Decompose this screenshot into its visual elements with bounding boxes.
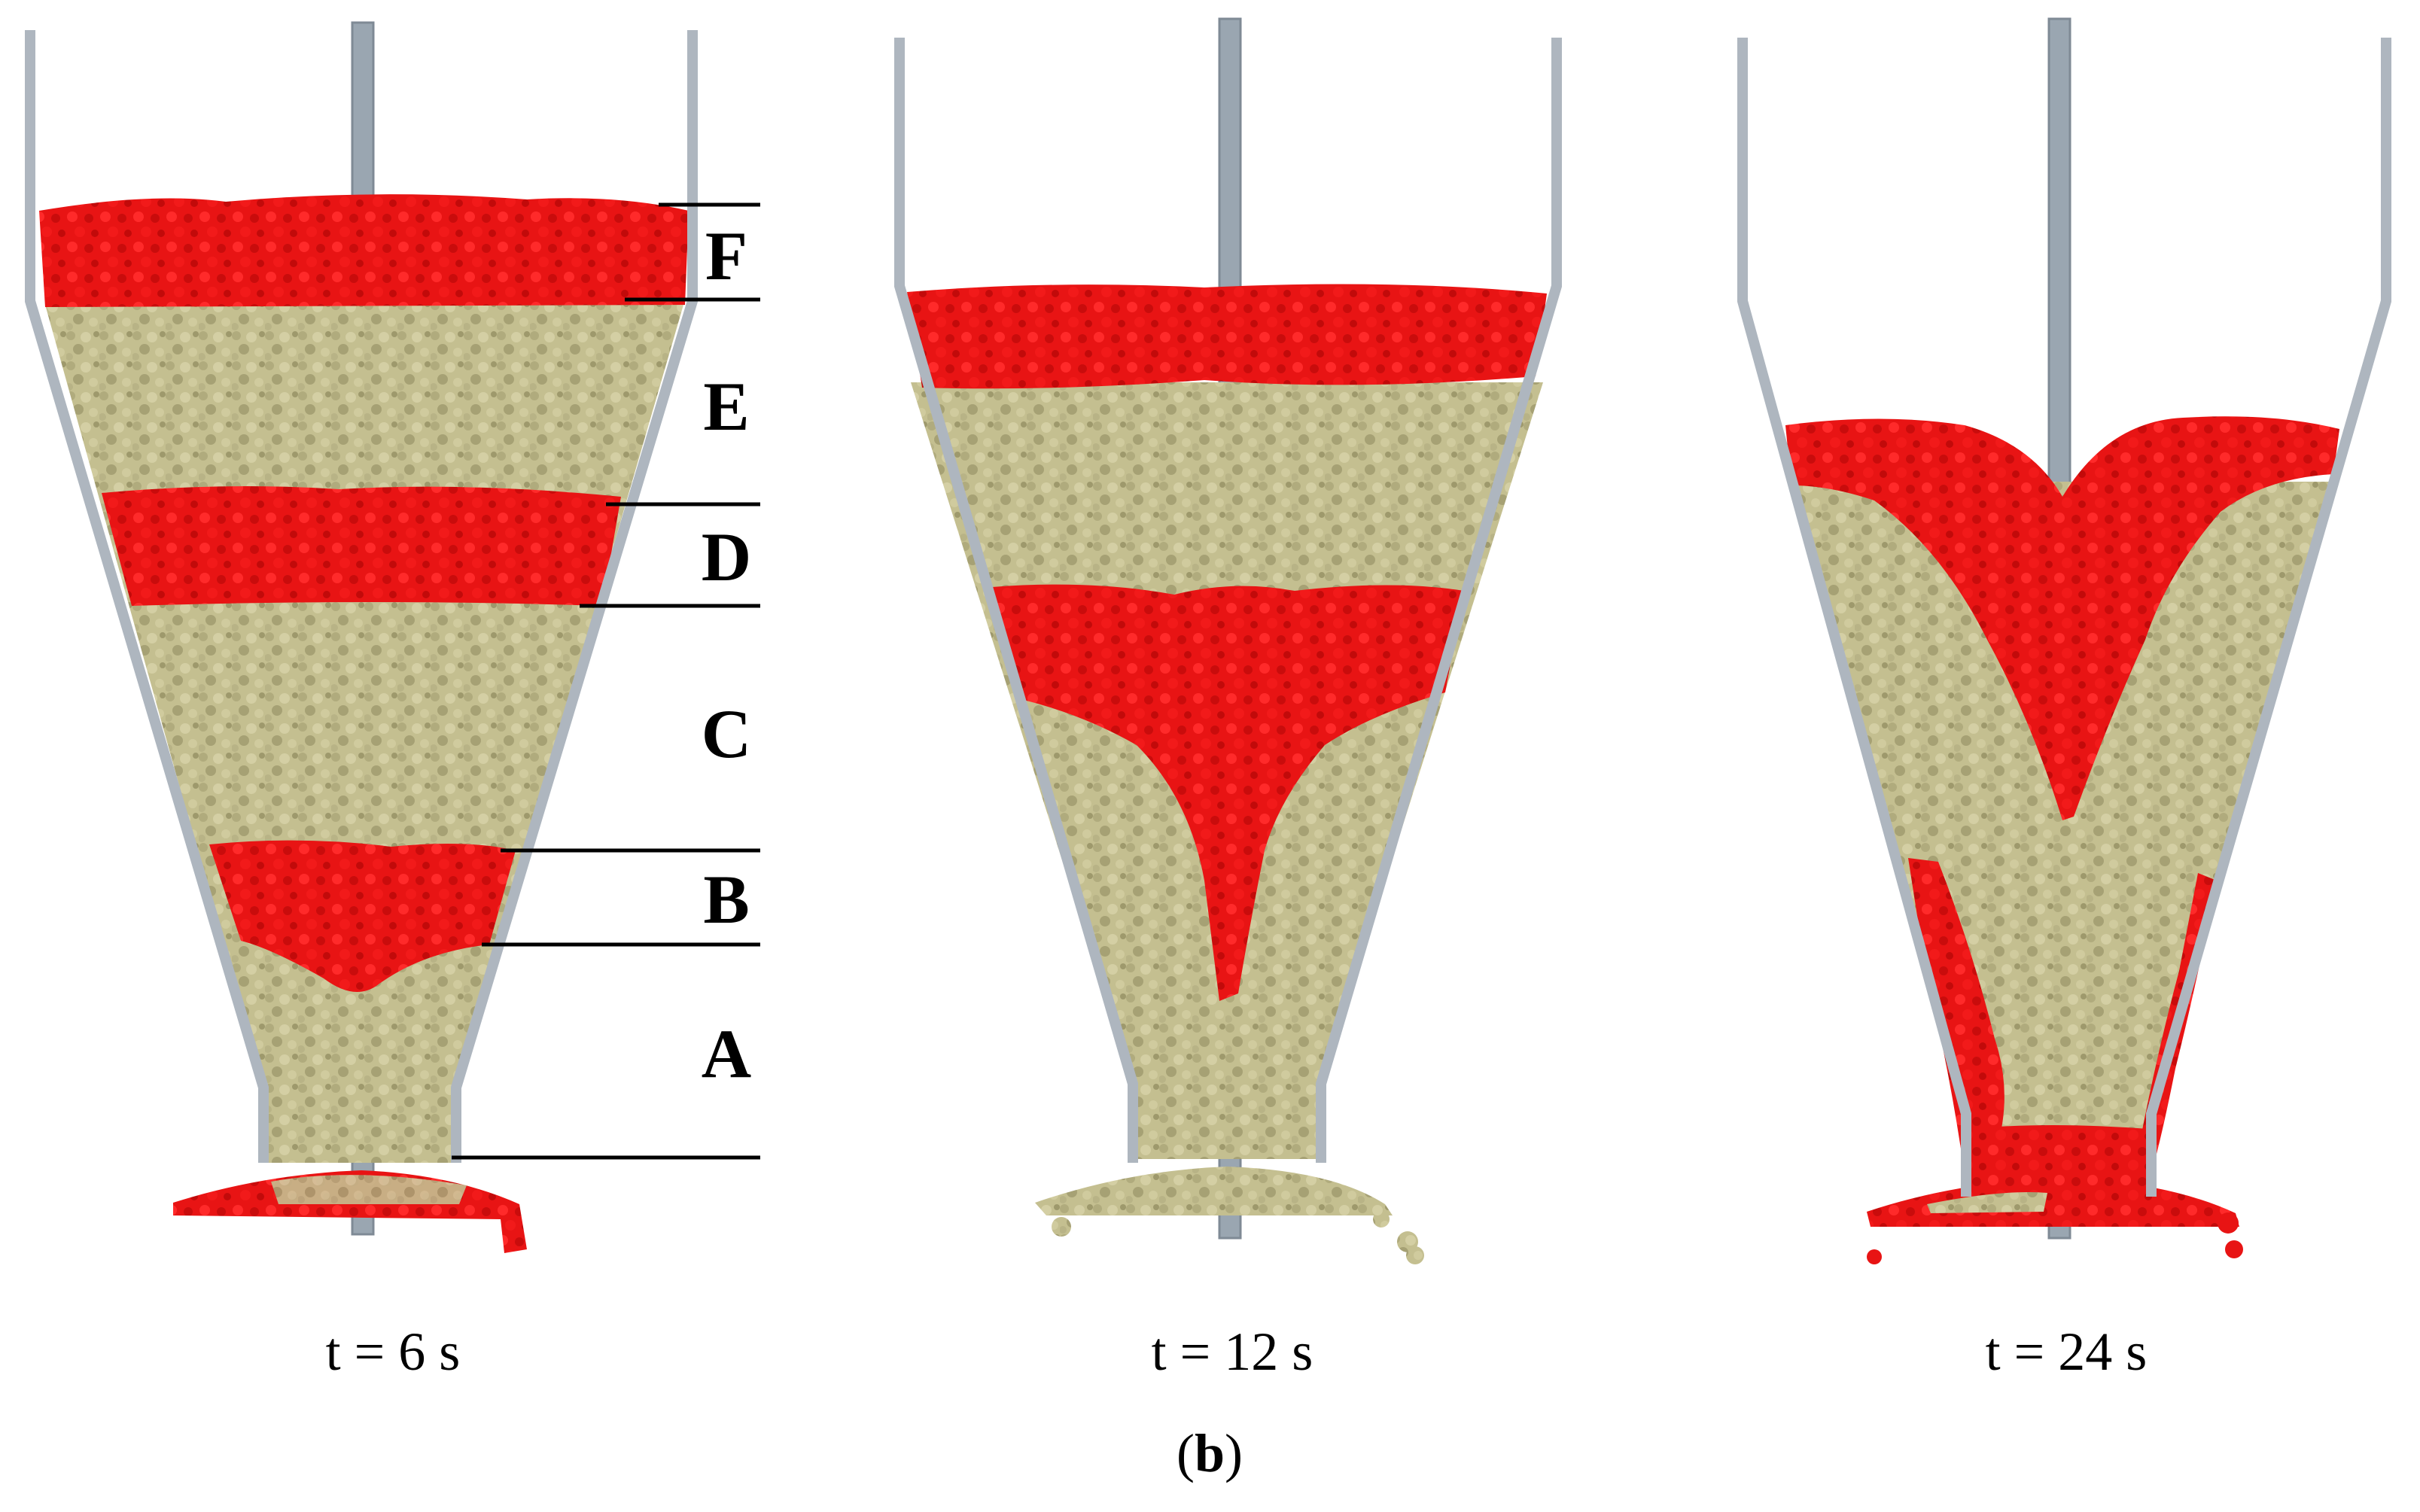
- spilled-particles: [1867, 1212, 2243, 1264]
- hopper-wall-left: [894, 38, 1138, 1163]
- tracer-layer-F: [39, 194, 689, 307]
- layer-label-E: E: [703, 368, 750, 445]
- tracer-layer-top: [907, 284, 1547, 389]
- panel-label-open-paren: (: [1176, 1423, 1195, 1483]
- time-caption-panel-1: t = 6 s: [325, 1322, 461, 1382]
- panel-t6: [25, 21, 760, 1253]
- discharge-heap-bulk: [1927, 1192, 2047, 1213]
- hopper-wall-right: [2146, 38, 2391, 1197]
- hopper-wall-right: [1316, 38, 1562, 1163]
- panel-t12: [894, 17, 1562, 1264]
- panel-label: (b): [1177, 1422, 1243, 1485]
- discharge-heap: [1867, 1178, 2239, 1227]
- tracer-layer-B: [209, 840, 516, 992]
- layer-label-C: C: [701, 695, 752, 772]
- bulk-material: [45, 305, 683, 1163]
- discharge-heap-bulk: [1035, 1167, 1393, 1215]
- layer-label-A: A: [701, 1015, 752, 1092]
- layer-label-D: D: [701, 519, 752, 595]
- layer-boundary-lines: [452, 202, 760, 1160]
- hopper-wall-left: [25, 30, 269, 1163]
- time-caption-panel-3: t = 24 s: [1985, 1322, 2148, 1382]
- tracer-outlet-band: [1966, 1125, 2153, 1197]
- layer-label-F: F: [705, 218, 748, 294]
- bulk-material: [1788, 482, 2337, 1193]
- tracer-layer-cone: [1785, 416, 2339, 820]
- spilled-particles: [1052, 1211, 1424, 1264]
- layer-label-B: B: [703, 861, 750, 938]
- hopper-wall-right: [451, 30, 698, 1163]
- tracer-layer-funnel: [992, 584, 1464, 1001]
- panel-label-letter: b: [1194, 1423, 1225, 1483]
- hopper-wall-left: [1737, 38, 1971, 1197]
- panel-label-close-paren: ): [1225, 1423, 1243, 1483]
- discharge-heap-bulk: [271, 1175, 467, 1204]
- tracer-layer-D: [102, 486, 621, 606]
- tracer-wall-streak-left: [1908, 858, 2004, 1174]
- time-caption-panel-2: t = 12 s: [1151, 1322, 1313, 1382]
- panel-t24: [1737, 17, 2391, 1264]
